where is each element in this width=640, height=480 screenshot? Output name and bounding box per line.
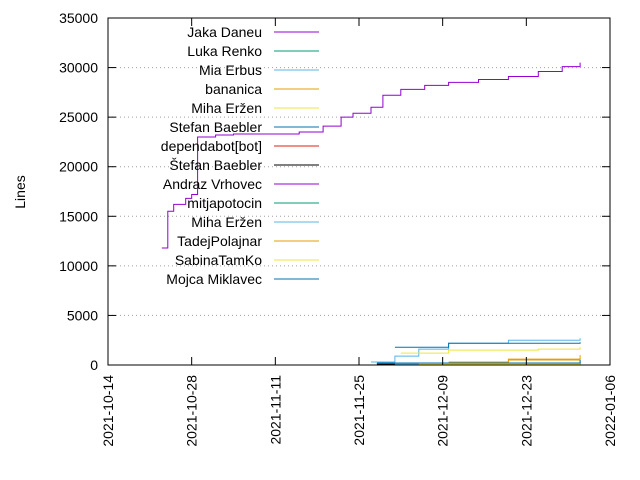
legend-label: Jaka Daneu [187, 24, 262, 40]
legend-label: Mojca Miklavec [166, 271, 262, 287]
y-tick-label: 30000 [59, 60, 98, 76]
y-tick-label: 25000 [59, 109, 98, 125]
x-tick-label: 2021-12-09 [435, 375, 451, 447]
series-line [376, 360, 581, 364]
series-line [400, 347, 581, 354]
series-lines [161, 62, 581, 365]
y-tick-label: 20000 [59, 159, 98, 175]
x-tick-label: 2021-10-28 [184, 375, 200, 447]
x-tick-label: 2021-10-14 [100, 375, 116, 447]
series-line [448, 358, 581, 363]
x-tick-label: 2021-11-25 [351, 375, 367, 446]
y-tick-label: 35000 [59, 10, 98, 26]
legend-label: Miha Eržen [191, 214, 262, 230]
legend-label: Miha Eržen [191, 100, 262, 116]
legend-label: Mia Erbus [199, 62, 262, 78]
legend: Jaka Daneu Luka Renko Mia Erbus bananica Mih… [161, 24, 319, 287]
x-tick-label: 2021-12-23 [518, 375, 534, 447]
y-axis-ticks: 0 5000 10000 15000 20000 25000 30000 35000 [59, 10, 610, 373]
y-tick-label: 10000 [59, 258, 98, 274]
series-line [161, 62, 581, 249]
series-line [394, 342, 581, 348]
legend-label: TadejPolajnar [177, 233, 262, 249]
y-axis-label: Lines [12, 175, 28, 208]
x-tick-label: 2021-11-11 [267, 375, 283, 445]
legend-label: mitjapotocin [187, 195, 262, 211]
y-tick-label: 15000 [59, 208, 98, 224]
y-tick-label: 0 [90, 357, 98, 373]
legend-label: dependabot[bot] [161, 138, 262, 154]
x-axis-ticks: 2021-10-14 2021-10-28 2021-11-11 2021-11-25… [100, 18, 618, 447]
x-tick-label: 2022-01-06 [602, 375, 618, 447]
y-tick-label: 5000 [67, 307, 98, 323]
legend-label: Štefan Baebler [169, 157, 262, 173]
legend-label: Stefan Baebler [169, 119, 262, 135]
legend-label: Luka Renko [187, 43, 262, 59]
legend-label: Andraz Vrhovec [163, 176, 262, 192]
legend-label: SabinaTamKo [175, 252, 262, 268]
series-line [371, 338, 581, 363]
legend-label: bananica [205, 81, 262, 97]
